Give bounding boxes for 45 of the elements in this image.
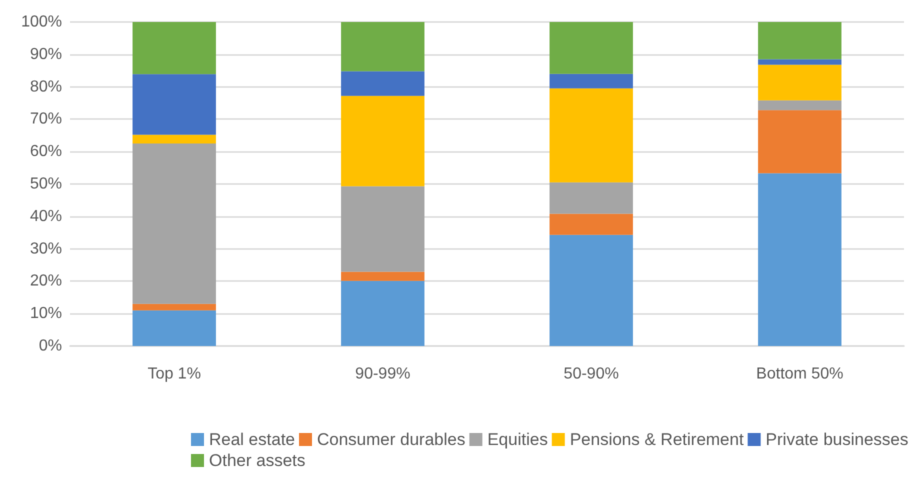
x-tick-label: Bottom 50%	[756, 366, 844, 382]
y-tick-label: 80%	[30, 78, 62, 96]
legend-label: Real estate	[209, 430, 295, 449]
bar	[341, 22, 424, 72]
y-tick-label: 30%	[30, 240, 62, 258]
y-tick-label: 0%	[38, 338, 62, 354]
bar	[132, 74, 216, 135]
x-tick-label: Top 1%	[148, 366, 201, 382]
bar	[758, 100, 842, 110]
bar	[341, 96, 424, 186]
bar	[550, 182, 633, 214]
y-tick-label: 60%	[30, 143, 62, 160]
bar	[132, 144, 216, 304]
bar	[758, 173, 842, 346]
legend-label: Pensions & Retirement	[570, 430, 744, 449]
y-tick-label: 100%	[21, 14, 62, 30]
bar	[550, 88, 633, 182]
bar	[758, 110, 842, 174]
bar	[758, 64, 842, 100]
legend-label: Consumer durables	[316, 430, 466, 449]
legend-label: Private businesses	[766, 430, 908, 449]
bar	[341, 186, 424, 272]
y-tick-label: 40%	[30, 208, 62, 225]
bar	[132, 134, 216, 144]
y-tick-label: 50%	[30, 176, 62, 192]
bar	[758, 59, 842, 65]
bar	[132, 310, 216, 346]
y-tick-label: 20%	[30, 272, 62, 290]
legend-label: Equities	[487, 430, 548, 449]
bar	[341, 272, 424, 281]
bar	[132, 304, 216, 310]
bar	[550, 22, 633, 74]
bar	[550, 214, 633, 235]
bar	[550, 234, 633, 346]
y-tick-label: 90%	[30, 46, 62, 63]
y-tick-label: 10%	[30, 305, 62, 322]
bar	[132, 22, 216, 74]
bar	[550, 74, 633, 88]
x-tick-label: 90-99%	[355, 366, 410, 382]
x-tick-label: 50-90%	[564, 366, 619, 382]
bar	[341, 71, 424, 96]
bar	[341, 280, 424, 346]
bar	[758, 22, 842, 60]
legend-label: Other assets	[209, 451, 306, 470]
y-tick-label: 70%	[30, 110, 62, 128]
